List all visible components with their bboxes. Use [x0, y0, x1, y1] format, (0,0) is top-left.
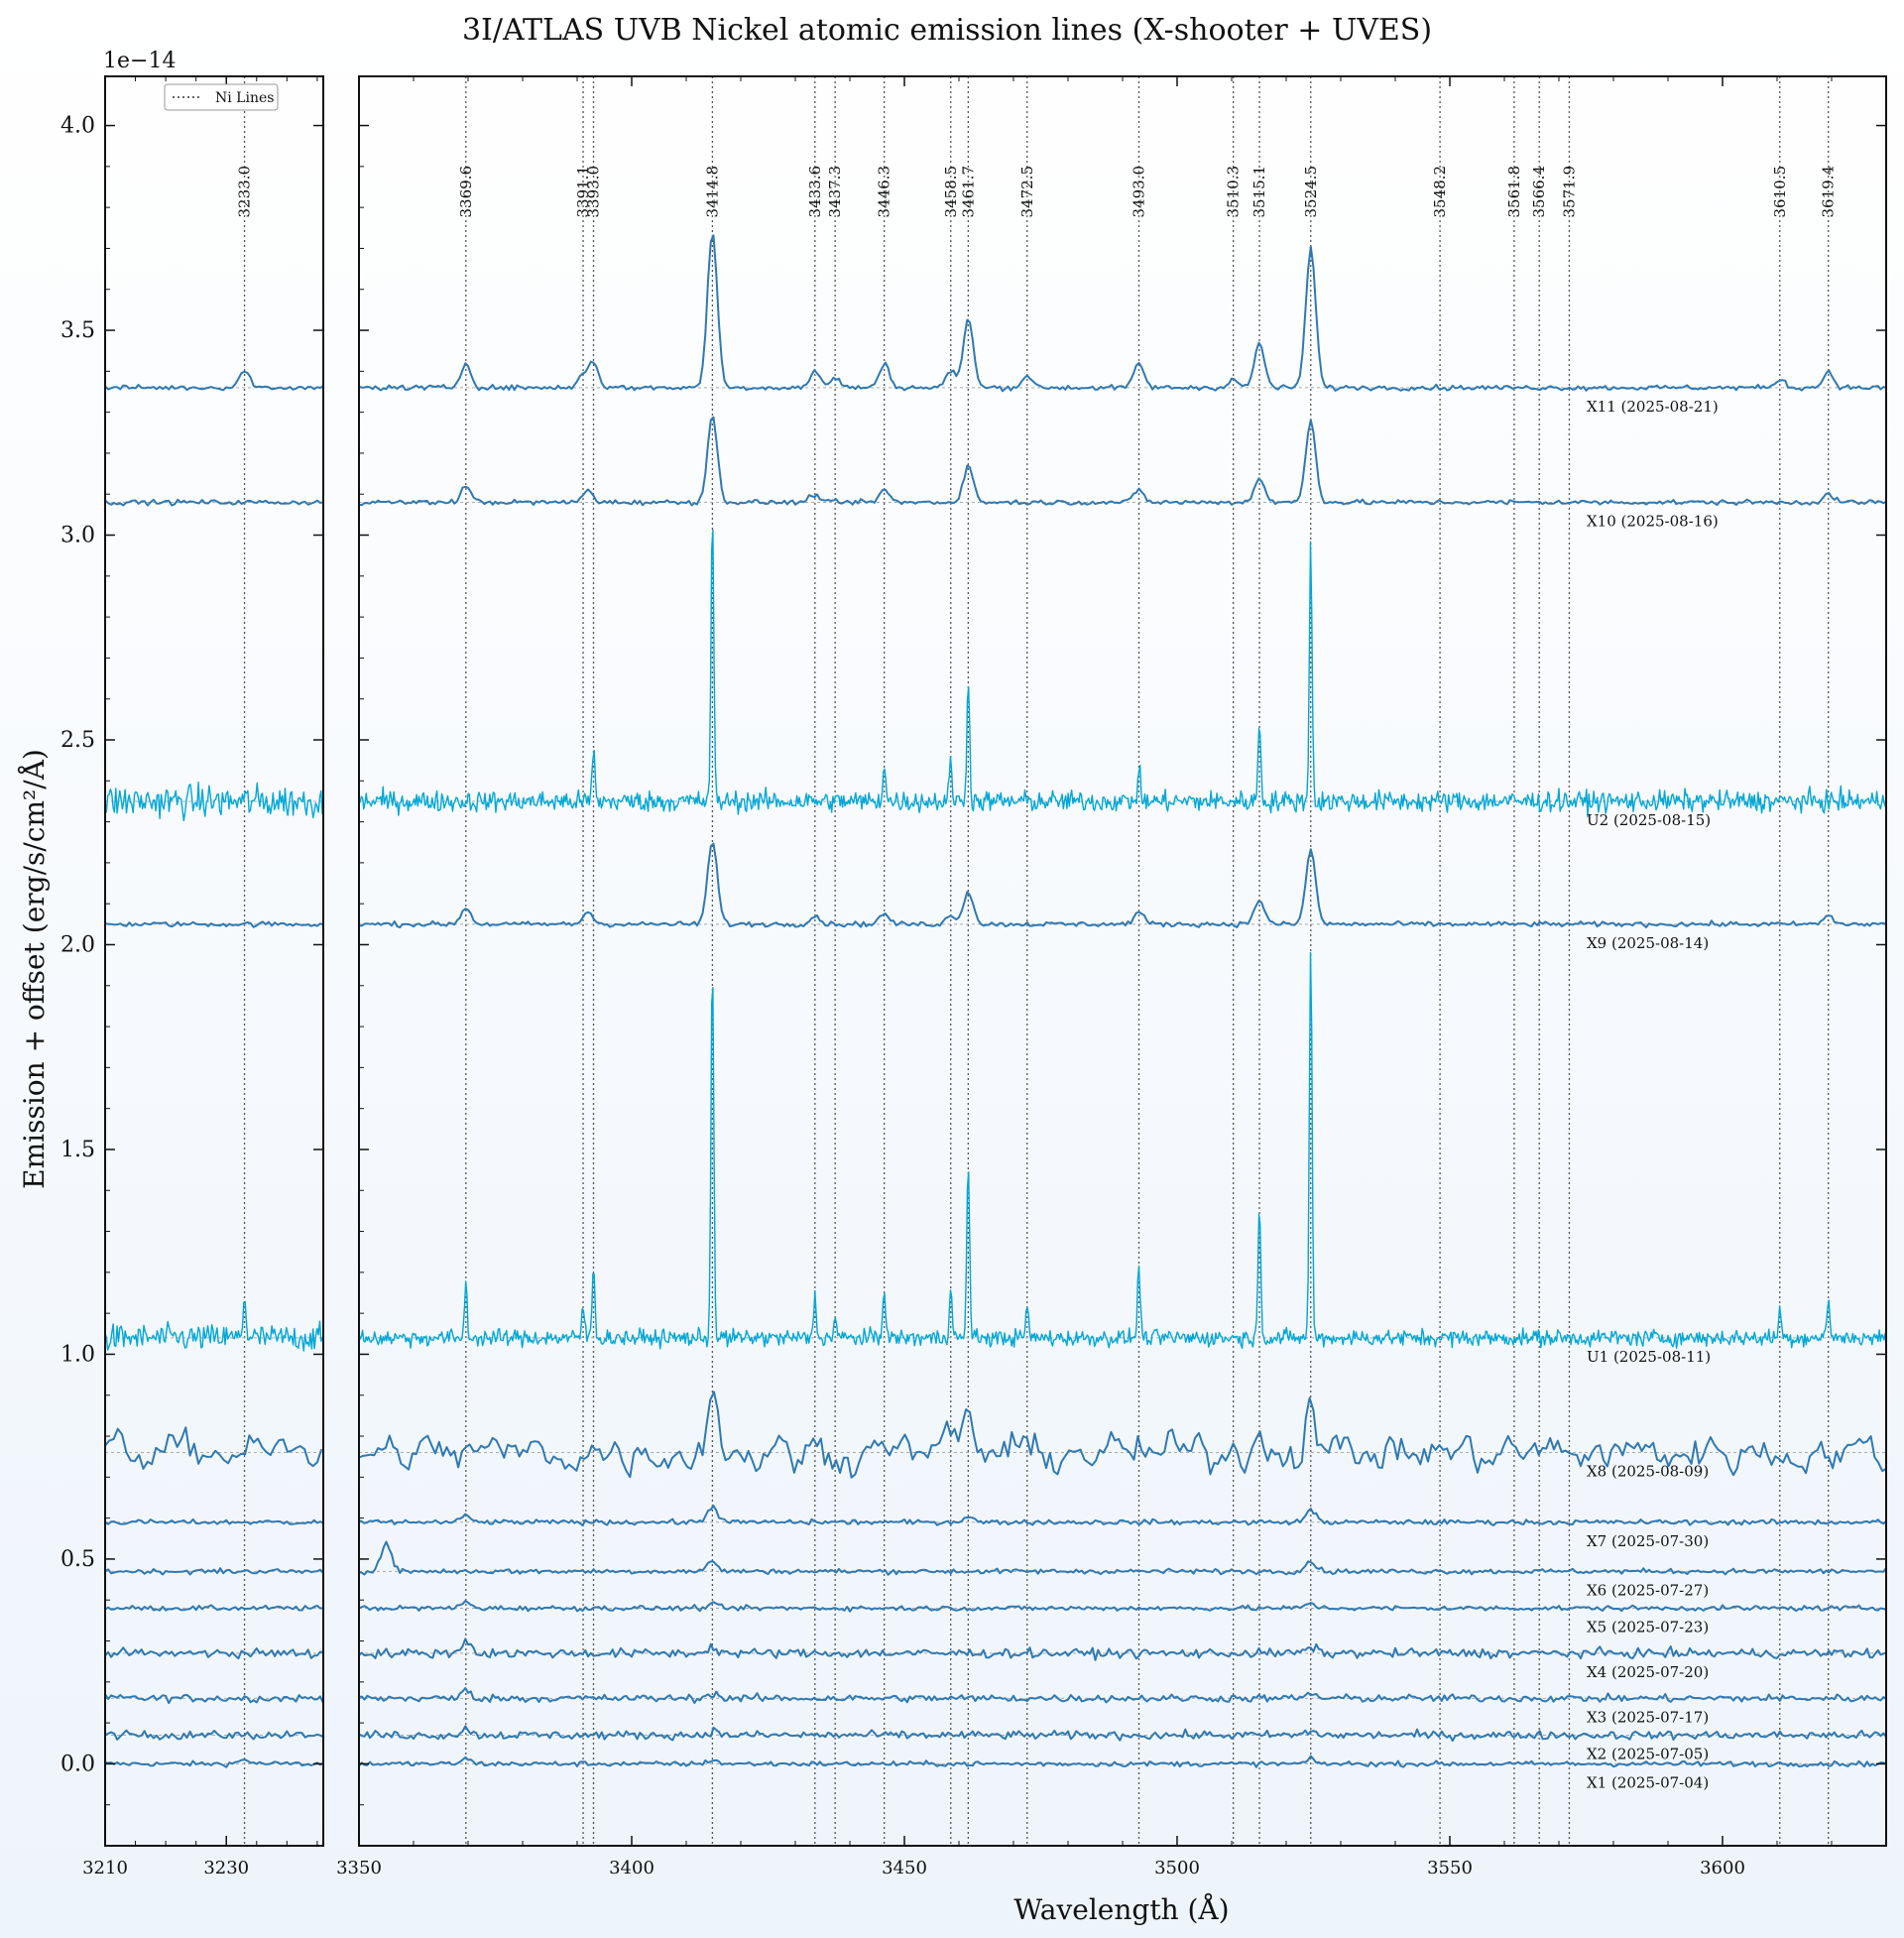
series-label: X5 (2025-07-23)	[1587, 1618, 1709, 1635]
series-label: X7 (2025-07-30)	[1587, 1532, 1709, 1550]
ni-line-label: 3524.5	[1302, 166, 1320, 218]
series-label: X4 (2025-07-20)	[1587, 1663, 1709, 1681]
series-line	[359, 416, 1886, 507]
x-tick-label: 3550	[1427, 1858, 1473, 1878]
x-axis-label: Wavelength (Å)	[1013, 1893, 1229, 1926]
ni-line-label: 3391.1	[574, 166, 592, 218]
y-tick-label: 2.0	[60, 932, 95, 957]
series-line	[359, 1755, 1886, 1768]
ni-line-label: 3433.6	[806, 166, 824, 218]
y-tick-label: 3.0	[60, 524, 95, 548]
x-tick-label: 3600	[1700, 1858, 1745, 1878]
ni-line-label: 3610.5	[1771, 166, 1789, 218]
series-line	[359, 234, 1886, 393]
ni-line-label: 3561.8	[1505, 166, 1523, 218]
y-tick-label: 3.5	[60, 318, 95, 343]
series-line	[359, 1725, 1886, 1743]
series-line	[105, 1300, 323, 1352]
series-line	[105, 1729, 323, 1741]
y-tick-label: 0.0	[60, 1752, 95, 1776]
ni-line-label: 3233.0	[236, 166, 254, 218]
series-line	[105, 1604, 323, 1612]
x-tick-label: 3500	[1154, 1858, 1200, 1878]
y-axis-label: Emission + offset (erg/s/cm²/Å)	[18, 749, 51, 1189]
ni-line-label: 3566.4	[1530, 166, 1548, 218]
series-line	[359, 1391, 1886, 1479]
panel-1: 3233.0 3210 3230 0.0 0.5 1.0 1.5 2.0 2.5 3.0 3.5 4.…	[60, 75, 324, 1878]
series-line	[105, 782, 323, 822]
ni-line-label: 3472.5	[1018, 166, 1036, 218]
y-tick-label: 1.0	[60, 1342, 95, 1367]
series-label: X10 (2025-08-16)	[1587, 512, 1719, 530]
series-line	[105, 1758, 323, 1768]
series-line	[105, 1426, 323, 1470]
series-line	[105, 1646, 323, 1660]
ni-line-label: 3493.0	[1130, 166, 1148, 218]
panel-content: 3233.0	[105, 76, 323, 1846]
y-multiplier: 1e−14	[103, 49, 176, 73]
series-label: X1 (2025-07-04)	[1587, 1773, 1709, 1791]
ni-line-label: 3548.2	[1431, 166, 1449, 218]
ni-line-label: 3619.4	[1820, 166, 1838, 218]
ni-line-label: 3461.7	[959, 166, 977, 218]
series-line	[105, 498, 323, 507]
y-tick-label: 1.5	[60, 1138, 95, 1162]
chart-title: 3I/ATLAS UVB Nickel atomic emission line…	[462, 13, 1432, 48]
y-tick-label: 2.5	[60, 728, 95, 753]
series-line	[105, 1517, 323, 1525]
series-line	[359, 1687, 1886, 1704]
series-label: X2 (2025-07-05)	[1587, 1746, 1709, 1763]
series-label: X11 (2025-08-21)	[1587, 398, 1719, 416]
x-tick-label: 3400	[609, 1858, 654, 1878]
ni-line-label: 3437.3	[826, 166, 844, 218]
series-line	[359, 1637, 1886, 1661]
y-tick-label: 4.0	[60, 114, 95, 139]
legend-label: Ni Lines	[215, 90, 274, 106]
x-tick-label: 3350	[336, 1858, 382, 1878]
plot-layer: 3233.0 3210 3230 0.0 0.5 1.0 1.5 2.0 2.5 3.0 3.5 4.…	[60, 75, 1887, 1878]
series-label: U1 (2025-08-11)	[1587, 1348, 1711, 1366]
x-tick-label: 3450	[882, 1858, 927, 1878]
ni-line-label: 3393.0	[585, 166, 603, 218]
series-label: X6 (2025-07-27)	[1587, 1581, 1709, 1599]
series-line	[359, 1600, 1886, 1613]
ni-line-label: 3515.1	[1250, 166, 1268, 218]
series-line	[359, 1540, 1886, 1576]
x-tick-label: 3230	[203, 1858, 249, 1878]
series-line	[105, 370, 323, 392]
series-label: X9 (2025-08-14)	[1587, 934, 1709, 952]
series-line	[359, 951, 1886, 1350]
ni-line-label: 3571.9	[1560, 166, 1578, 218]
ni-line-label: 3458.5	[942, 166, 960, 218]
ni-line-label: 3446.3	[876, 166, 893, 218]
panel-frame	[104, 75, 324, 1847]
series-line	[359, 842, 1886, 928]
legend-box	[164, 83, 279, 111]
y-tick-label: 0.5	[60, 1547, 95, 1572]
ni-line-label: 3369.6	[457, 166, 475, 218]
series-line	[359, 529, 1886, 818]
series-label: X3 (2025-07-17)	[1587, 1708, 1709, 1726]
ni-line-label: 3414.8	[703, 166, 721, 218]
series-label: U2 (2025-08-15)	[1587, 811, 1711, 829]
series-line	[105, 1693, 323, 1705]
series-line	[359, 1505, 1886, 1526]
series-line	[105, 1567, 323, 1576]
x-tick-label: 3210	[82, 1858, 128, 1878]
ni-line-label: 3510.3	[1225, 166, 1243, 218]
series-line	[105, 920, 323, 928]
series-label: X8 (2025-08-09)	[1587, 1463, 1709, 1481]
legend: Ni Lines	[164, 83, 279, 111]
